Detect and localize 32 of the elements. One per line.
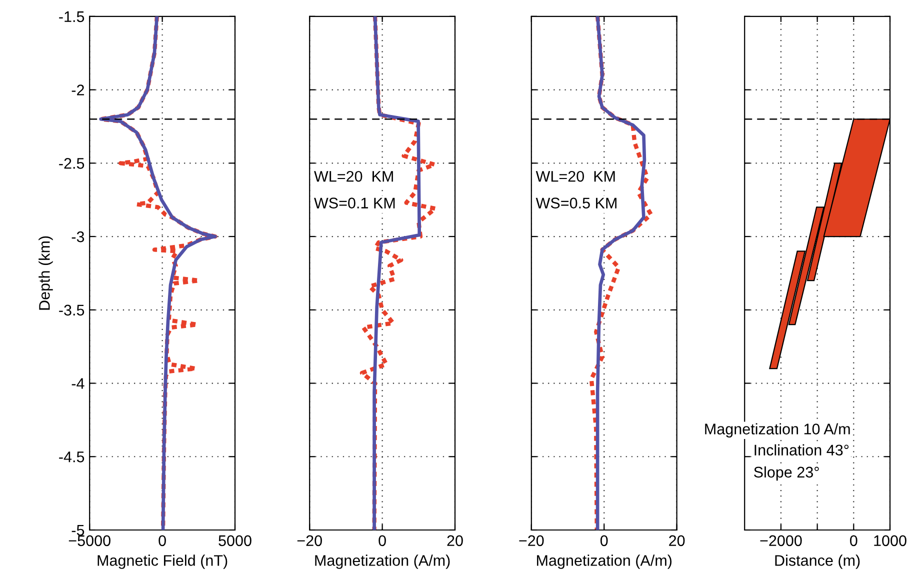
x-axis-title: Magnetic Field (nT) [98, 554, 228, 569]
y-tick-label: -5 [72, 525, 84, 536]
y-tick-label: -2.5 [59, 158, 84, 169]
x-tick-label: −5000 [68, 535, 110, 546]
y-tick-label: -4.5 [59, 452, 84, 462]
y-tick-label: -1.5 [59, 11, 84, 22]
annotation: WL=20 KM [314, 170, 393, 182]
annotation: WS=0.1 KM [314, 198, 395, 208]
annotation: WS=0.5 KM [536, 198, 616, 208]
x-tick-label: −2000 [760, 535, 802, 546]
y-axis-title: Depth (km) [38, 236, 53, 310]
annotation: Slope 23° [754, 466, 819, 481]
x-tick-label: 0 [158, 535, 166, 546]
annotation: WL=20 KM [536, 170, 615, 182]
x-tick-label: 0 [378, 535, 386, 546]
y-tick-label: -3 [72, 231, 84, 242]
y-tick-label: -4 [72, 378, 84, 389]
annotation: Magnetization 10 A/m [705, 423, 850, 438]
x-tick-label: 5000 [218, 535, 252, 546]
y-tick-label: -2 [72, 84, 84, 96]
x-tick-label: −20 [297, 535, 322, 546]
x-tick-label: 0 [850, 535, 858, 546]
x-tick-label: 1000 [874, 535, 906, 546]
y-tick-label: -3.5 [59, 304, 84, 316]
x-tick-label: 20 [447, 535, 463, 546]
x-tick-label: 20 [669, 535, 685, 546]
annotation: Inclination 43° [754, 444, 849, 456]
x-axis-title: Magnetization (A/m) [315, 554, 450, 569]
x-tick-label: −20 [519, 535, 544, 546]
x-tick-label: 0 [600, 535, 608, 546]
x-axis-title: Magnetization (A/m) [537, 554, 672, 569]
x-axis-title: Distance (m) [775, 554, 860, 569]
